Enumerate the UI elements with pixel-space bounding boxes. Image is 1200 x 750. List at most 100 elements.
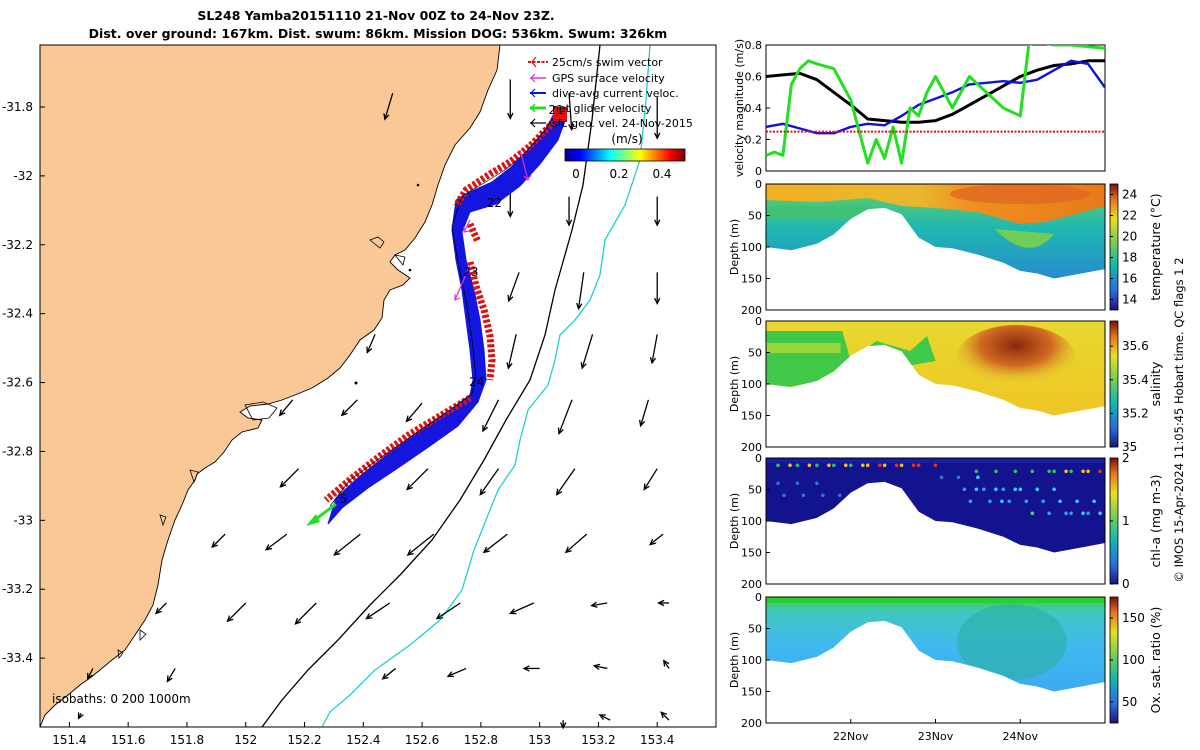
day-label: 22 [487,196,502,210]
colorbar-tick-label: 35.6 [1122,339,1149,353]
geo-vector-arrow [226,602,247,623]
geo-vector-arrow [639,399,650,428]
isobaths-label: isobaths: 0 200 1000m [52,692,191,706]
dive-avg-current-band [327,111,567,525]
colorbar-tick-label: 22 [1122,209,1137,223]
geo-vector-arrow [278,399,294,417]
section-salinity: 0 50 100 150 200 Depth (m) 35 35.2 35.4 35.6 salin… [728,315,1163,454]
colorbar-tick-label: 0 [1122,577,1130,591]
geo-vector-arrow [657,599,669,607]
geo-vector-arrow [446,667,467,678]
section-xtick-label: 24Nov [1003,730,1039,743]
track-centerline [329,113,557,507]
colorbar-tick-label: 100 [1122,653,1145,667]
section-colorbar [1109,183,1119,311]
geo-vector-arrow [598,714,611,721]
legend-geo: sfc geo. vel. 24-Nov-2015 [552,117,693,130]
map-ytick-label: -33 [13,513,33,527]
section-ytick-label: 50 [748,347,762,360]
section-ytick-label: 50 [748,210,762,223]
geo-vector-arrow [77,712,84,720]
colorbar-label: Ox. sat. ratio (%) [1148,607,1163,714]
geo-vector-arrow [509,602,535,615]
geo-vector-arrow [479,468,500,496]
glider-track [306,107,567,526]
geo-vector-arrow [507,272,520,303]
geo-vector-arrow [522,665,540,672]
geo-vector-arrow [576,272,585,311]
section-ytick-label: 100 [741,378,762,391]
geo-vector-arrow [406,533,435,556]
figure-title-line2: Dist. over ground: 167km. Dist. swum: 86… [89,26,668,41]
velocity-line-current [766,59,1105,135]
map-xtick-label: 151.8 [170,733,204,747]
colorbar-label: salinity [1148,361,1163,406]
section-ytick-label: 150 [741,686,762,699]
section-ytick-label: 200 [741,578,762,591]
colorbar-label: temperature (°C) [1148,193,1163,300]
map-legend: 25cm/s swim vector GPS surface velocity … [528,56,693,130]
day-labels: 21 22 23 24 5 [340,103,564,506]
map-ytick-label: -32.2 [2,238,33,252]
geo-vector-arrow [383,93,394,121]
map-ytick-label: -32.4 [2,307,33,321]
map-ytick-label: -31.8 [2,100,33,114]
section-ytick-label: 150 [741,547,762,560]
colorbar-tick-label: 35.4 [1122,373,1149,387]
isobath-200m [261,45,601,727]
velocity-line-net [766,45,1105,165]
section-ytick-label: 100 [741,515,762,528]
colorbar-tick-label: 1 [1122,514,1130,528]
colorbar-tick-label: 35.2 [1122,406,1149,420]
map-ytick-label: -33.2 [2,582,33,596]
colorbar-label: chl-a (mg m-3) [1148,475,1163,568]
geo-vector-arrow [649,334,658,365]
section-colorbar [1109,320,1119,448]
map-xtick-label: 152.8 [464,733,498,747]
map-ytick-label: -33.4 [2,651,33,665]
section-ytick-label: 0 [755,591,762,604]
geo-vector-arrow [564,533,588,554]
geo-vector-arrow [643,468,658,491]
legend-current: dive-avg current veloc. [552,87,679,100]
section-ytick-label: 50 [748,623,762,636]
colorbar-tick-label: 18 [1122,251,1137,265]
section-ylabel: Depth (m) [728,632,741,688]
section-xtick-label: 23Nov [918,730,954,743]
geo-vector-arrow [506,334,517,370]
colorbar-unit-label: (m/s) [611,132,642,146]
velocity-ylabel: velocity magnitude (m/s) [733,39,746,177]
velocity-ytick-label: 0.6 [745,71,763,84]
geo-vector-arrow [648,533,664,546]
geo-vector-arrow [507,79,514,120]
geo-vector-arrow [211,533,226,549]
section-ytick-label: 200 [741,441,762,454]
geo-vector-arrow [333,533,361,556]
section-xtick-label: 22Nov [833,730,869,743]
colorbar-tick-0: 0 [572,167,580,181]
section-ytick-label: 200 [741,717,762,730]
geo-vector-arrow [507,193,514,219]
colorbar-tick-label: 35 [1122,440,1137,454]
geo-vector-arrow [654,272,661,306]
section-ytick-label: 100 [741,654,762,667]
map-xtick-label: 153.4 [640,733,674,747]
section-ytick-label: 150 [741,410,762,423]
geo-vector-arrow [482,533,508,554]
velocity-series [766,45,1105,165]
colorbar-tick-label: 2 [1122,451,1130,465]
track-start-marker [553,107,567,121]
geo-vector-arrow [154,602,167,615]
map-xtick-label: 153 [528,733,551,747]
velocity-panel: 0 0.2 0.4 0.6 0.8 velocity magnitude (m/s) [733,39,1106,178]
section-ytick-label: 0 [755,178,762,191]
map-frame [39,44,717,728]
section-ylabel: Depth (m) [728,493,741,549]
map-axes: 151.4 151.6 151.8 152 152.2 152.4 152.6 152.8 15… [2,100,674,747]
map-xtick-label: 151.6 [111,733,145,747]
section-ylabel: Depth (m) [728,356,741,412]
section-ytick-label: 100 [741,241,762,254]
